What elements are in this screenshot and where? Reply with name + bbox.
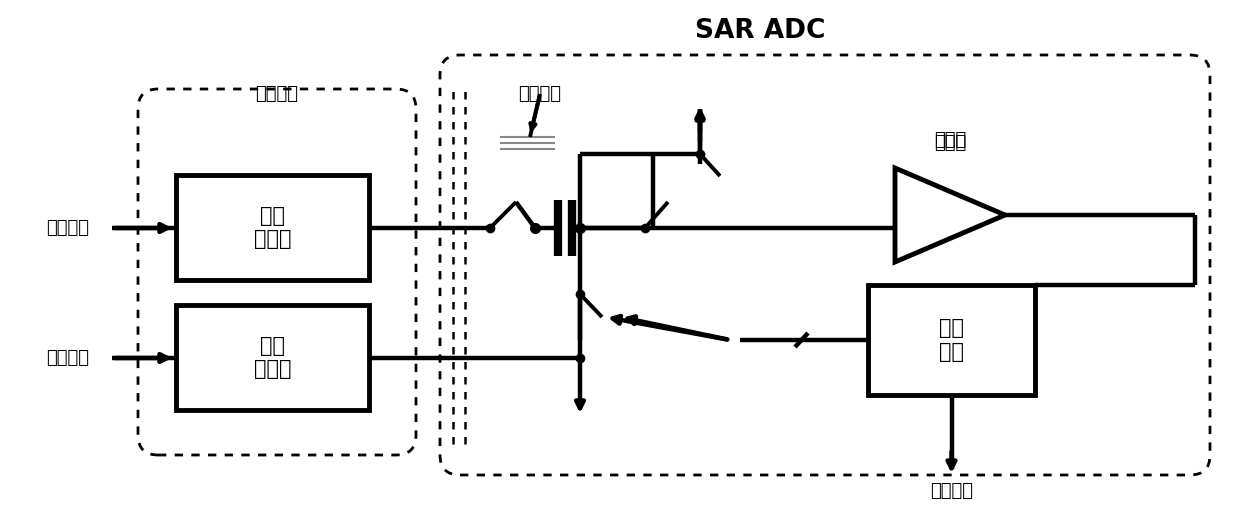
Text: 输出信号: 输出信号 [930,482,973,500]
Polygon shape [895,168,1004,262]
Bar [176,175,370,280]
Bar [176,305,370,410]
Text: 比较器: 比较器 [934,134,966,152]
Text: 比较器: 比较器 [934,131,966,149]
Text: 输入信号: 输入信号 [47,219,89,237]
Text: 采样电容: 采样电容 [518,85,562,103]
Text: 基准
缓冲器: 基准 缓冲器 [254,336,291,379]
Text: 基准信号: 基准信号 [47,349,89,367]
Text: SAR ADC: SAR ADC [694,18,825,44]
Text: 逻辑
电路: 逻辑 电路 [939,319,963,362]
Bar [868,285,1035,395]
Text: 输入
驱动器: 输入 驱动器 [254,206,291,249]
Text: 驱动电路: 驱动电路 [255,85,299,103]
